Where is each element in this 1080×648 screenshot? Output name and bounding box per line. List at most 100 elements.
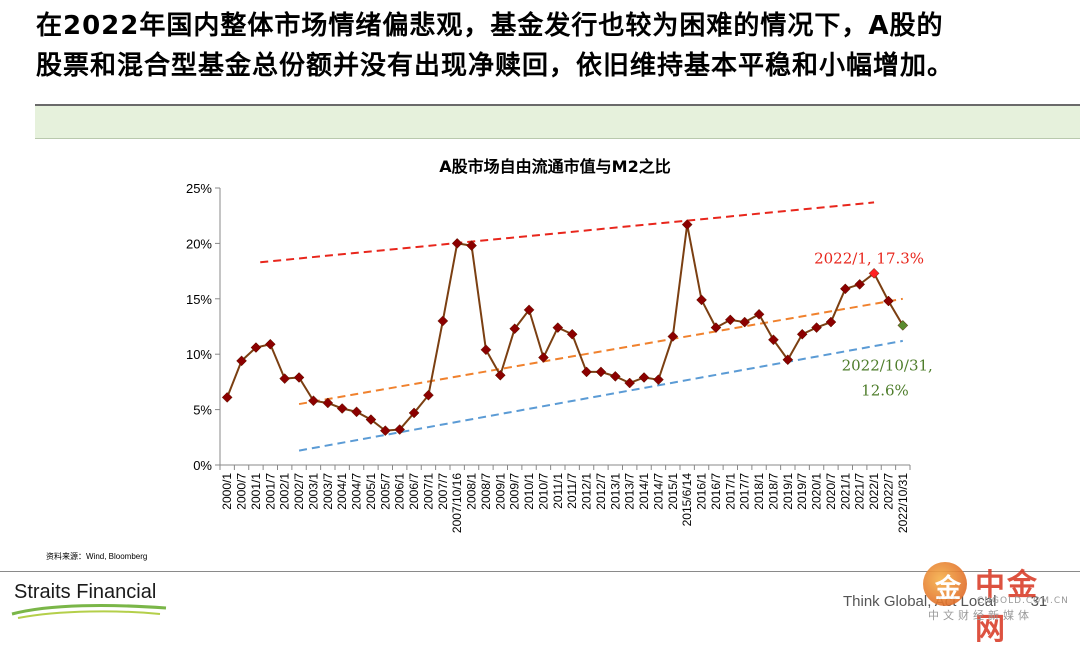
x-tick-label: 2005/7: [378, 473, 392, 510]
x-tick-label: 2022/7: [881, 473, 895, 510]
x-tick-label: 2006/1: [393, 473, 407, 510]
data-point: [538, 352, 549, 363]
data-point: [883, 295, 894, 307]
data-point: [480, 344, 492, 356]
x-tick-label: 2007/1: [421, 473, 435, 510]
data-point: [451, 238, 463, 249]
data-point: [768, 334, 779, 346]
data-point: [566, 328, 578, 340]
x-tick-label: 2021/1: [838, 473, 852, 510]
x-tick-label: 2020/1: [810, 473, 824, 510]
headline-line-1: 在2022年国内整体市场情绪偏悲观，基金发行也较为困难的情况下，A股的: [36, 11, 944, 41]
y-tick-label: 15%: [186, 292, 212, 307]
brand-swoosh-icon: [11, 604, 167, 619]
watermark-url: CNGOLD.COM.CN: [977, 596, 1069, 606]
x-tick-label: 2008/7: [479, 473, 493, 510]
watermark-glyph: 金: [935, 574, 962, 604]
x-tick-label: 2014/1: [637, 473, 651, 510]
x-tick-label: 2004/7: [350, 473, 364, 510]
x-tick-label: 2016/7: [709, 473, 723, 510]
annotation-peak-label: 2022/1, 17.3%: [814, 249, 924, 267]
trend-line: [298, 339, 903, 452]
data-point: [696, 294, 707, 306]
x-tick-label: 2001/1: [249, 473, 263, 510]
x-tick-label: 2004/1: [335, 473, 349, 510]
x-tick-label: 2007/7: [436, 473, 450, 510]
annotation-latest-label-value: 12.6%: [861, 381, 909, 399]
green-banner: [35, 106, 1080, 139]
data-point: [609, 371, 621, 382]
annotation-latest-label-date: 2022/10/31,: [842, 356, 933, 374]
x-tick-label: 2000/1: [220, 473, 234, 510]
x-tick-label: 2020/7: [824, 473, 838, 510]
data-point: [308, 395, 319, 407]
x-tick-label: 2022/1: [867, 473, 881, 510]
data-point: [667, 331, 679, 342]
data-point: [897, 320, 909, 331]
x-tick-label: 2019/1: [781, 473, 795, 510]
data-point: [494, 369, 506, 381]
x-tick-label: 2011/7: [565, 473, 579, 509]
x-tick-label: 2009/1: [493, 473, 507, 510]
x-tick-label: 2006/7: [407, 473, 421, 510]
x-tick-label: 2002/1: [278, 473, 292, 510]
data-point: [221, 392, 233, 403]
chart-title: A股市场自由流通市值与M2之比: [439, 157, 670, 176]
data-point: [710, 322, 722, 333]
y-tick-label: 5%: [193, 403, 212, 418]
x-tick-label: 2013/1: [608, 473, 622, 510]
top-divider: [35, 104, 1080, 106]
x-tick-label: 2011/1: [551, 473, 565, 509]
data-point: [293, 372, 305, 383]
x-tick-label: 2016/1: [695, 473, 709, 510]
headline-line-2: 股票和混合型基金总份额并没有出现净赎回，依旧维持基本平稳和小幅增加。: [36, 51, 955, 81]
data-point: [839, 283, 851, 295]
data-point: [236, 355, 247, 367]
slide-headline: 在2022年国内整体市场情绪偏悲观，基金发行也较为困难的情况下，A股的 股票和混…: [36, 6, 1066, 86]
page-number: 31: [1030, 593, 1048, 610]
data-point: [394, 424, 406, 435]
data-point: [279, 373, 291, 384]
x-tick-label: 2019/7: [795, 473, 809, 510]
data-point: [322, 397, 334, 409]
x-tick-label: 2015/1: [666, 473, 680, 510]
data-point: [379, 425, 391, 437]
data-point: [408, 407, 420, 419]
x-tick-label: 2005/1: [364, 473, 378, 510]
x-tick-label: 2010/1: [522, 473, 536, 510]
x-tick-label: 2015/6/14: [680, 473, 694, 527]
data-point: [854, 279, 866, 290]
data-point: [653, 374, 664, 386]
data-point: [437, 315, 449, 327]
x-tick-label: 2014/7: [651, 473, 665, 510]
x-tick-label: 2012/7: [594, 473, 608, 510]
data-point: [336, 403, 348, 414]
x-tick-label: 2018/7: [766, 473, 780, 510]
x-tick-label: 2001/7: [263, 473, 277, 510]
x-tick-label: 2021/7: [853, 473, 867, 510]
x-tick-label: 2010/7: [536, 473, 550, 510]
x-tick-label: 2018/1: [752, 473, 766, 510]
x-tick-label: 2022/10/31: [896, 473, 910, 533]
x-tick-label: 2002/7: [292, 473, 306, 510]
data-point: [724, 314, 736, 326]
data-point: [681, 219, 693, 230]
data-point: [796, 328, 808, 340]
x-tick-label: 2017/7: [738, 473, 752, 510]
data-point: [523, 304, 535, 316]
bottom-divider: [0, 571, 1080, 572]
source-note: 资料来源：Wind, Bloomberg: [46, 552, 148, 561]
x-tick-label: 2009/7: [508, 473, 522, 510]
x-tick-label: 2008/1: [465, 473, 479, 510]
x-tick-label: 2012/1: [580, 473, 594, 510]
x-tick-label: 2003/7: [321, 473, 335, 510]
watermark-logo: 金 中金网 CNGOLD.COM.CN 中文财经新媒体: [920, 560, 1070, 647]
y-tick-label: 20%: [186, 236, 212, 251]
data-point: [250, 342, 262, 353]
data-point: [811, 322, 822, 333]
data-point: [624, 377, 636, 389]
data-point: [509, 323, 521, 335]
data-point: [739, 316, 751, 328]
data-point: [264, 338, 276, 350]
